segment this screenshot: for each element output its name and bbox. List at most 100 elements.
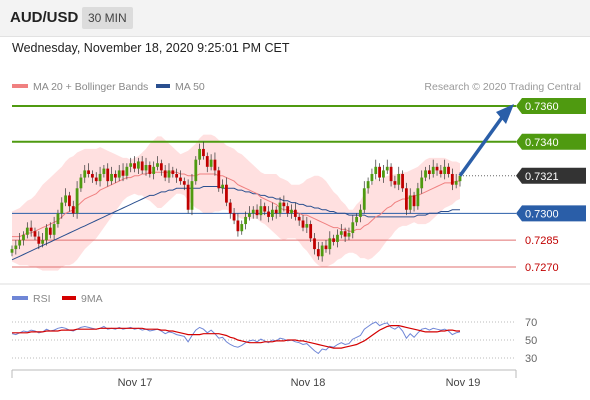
candle-body (83, 170, 87, 178)
legend-swatch-ma50 (156, 84, 170, 88)
candle-body (324, 245, 328, 250)
candle-body (401, 173, 404, 189)
candle-body (163, 170, 167, 178)
candle-body (427, 170, 431, 174)
x-label-nov-17: Nov 17 (118, 377, 153, 389)
candle-body (152, 166, 156, 174)
candle-body (351, 222, 355, 234)
candle-body (274, 209, 278, 214)
candle-body (68, 195, 71, 207)
candle-body (297, 216, 301, 221)
candle-body (175, 173, 179, 178)
chart-header: AUD/USD 30 MIN (0, 0, 590, 37)
candle-body (450, 173, 454, 185)
candle-body (355, 216, 359, 223)
candle-body (45, 227, 48, 241)
candle-body (144, 165, 148, 171)
candle-body (209, 159, 213, 167)
candle-body (270, 209, 274, 217)
candle-body (251, 209, 255, 214)
level-label-0.7300: 0.7300 (525, 208, 559, 220)
candle-body (87, 170, 90, 174)
candle-body (91, 173, 94, 178)
candle-body (320, 245, 324, 257)
timeframe-badge[interactable]: 30 MIN (82, 7, 133, 29)
candle-body (424, 170, 427, 178)
level-label-0.7285: 0.7285 (525, 235, 559, 247)
candle-body (41, 240, 45, 244)
candle-body (113, 173, 117, 178)
candle-body (248, 213, 251, 217)
candle-body (328, 238, 332, 250)
candle-body (198, 148, 202, 160)
candle-body (408, 195, 412, 210)
legend-ma50-label: MA 50 (175, 81, 205, 93)
candle-body (420, 177, 424, 189)
candle-body (202, 148, 205, 157)
candle-body (133, 163, 136, 169)
candle-body (167, 170, 171, 178)
candle-body (60, 202, 64, 214)
candle-body (125, 166, 129, 176)
candle-body (179, 177, 182, 182)
candle-body (52, 224, 56, 235)
rsi-tick-70: 70 (525, 317, 537, 329)
candle-body (98, 173, 102, 182)
level-label-0.7321: 0.7321 (525, 171, 559, 183)
candle-body (194, 159, 198, 182)
legend-swatch-rsi (12, 296, 28, 300)
candle-body (290, 209, 293, 214)
level-tag-0.7300 (516, 205, 586, 222)
candle-body (286, 206, 290, 214)
candle-body (102, 168, 106, 174)
candle-body (259, 206, 263, 216)
level-label-0.7360: 0.7360 (525, 101, 559, 113)
candle-body (439, 170, 443, 174)
candle-body (370, 173, 374, 182)
candle-body (336, 234, 339, 242)
candle-body (29, 227, 33, 232)
candle-body (129, 163, 133, 167)
candle-body (10, 249, 14, 253)
level-label-0.7340: 0.7340 (525, 137, 559, 149)
candle-body (186, 184, 190, 210)
candle-body (22, 234, 25, 241)
candle-body (385, 166, 389, 171)
candle-body (221, 184, 224, 189)
candle-body (366, 181, 370, 189)
candle-body (182, 181, 186, 185)
candle-body (267, 211, 270, 217)
candle-body (75, 188, 79, 214)
candle-body (232, 213, 236, 221)
ma50-line (11, 186, 460, 261)
candle-body (56, 213, 60, 225)
bollinger-band (12, 134, 460, 271)
candle-body (435, 166, 439, 171)
candle-body (244, 216, 247, 225)
candle-body (339, 231, 343, 235)
candle-body (190, 181, 194, 210)
candle-body (389, 166, 393, 182)
candle-body (313, 238, 316, 250)
candle-body (343, 231, 347, 237)
candle-body (148, 165, 152, 174)
rsi-tick-30: 30 (525, 353, 537, 365)
candle-body (309, 224, 313, 239)
candle-body (110, 173, 113, 182)
projection-arrow-head (496, 104, 514, 124)
candle-body (171, 170, 175, 174)
candle-body (14, 245, 18, 250)
legend-ma20-label: MA 20 + Bollinger Bands (33, 81, 148, 93)
candle-body (347, 233, 351, 237)
candle-body (205, 156, 209, 167)
candle-body (140, 161, 144, 171)
candle-body (393, 181, 397, 185)
candle-body (217, 170, 221, 189)
candle-body (225, 184, 228, 203)
pair-title: AUD/USD (10, 9, 79, 26)
candle-body (443, 166, 447, 174)
legend-rsi-ma-label: 9MA (81, 293, 103, 305)
candle-body (316, 249, 320, 257)
candle-body (159, 163, 163, 171)
candle-body (282, 202, 286, 207)
